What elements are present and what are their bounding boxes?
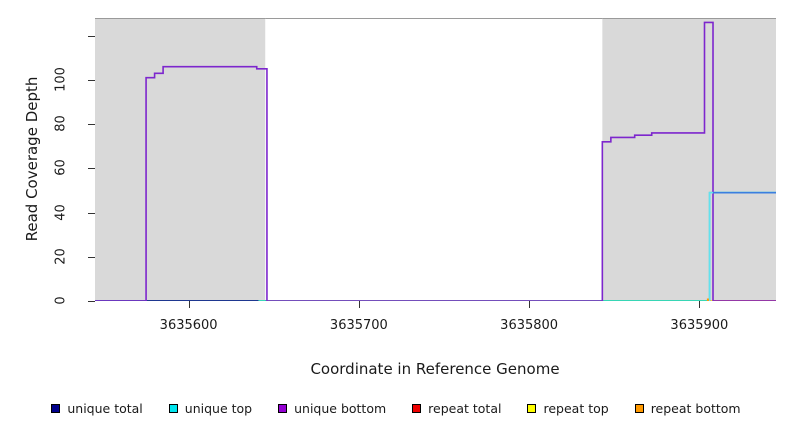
y-tick-label: 60 xyxy=(53,159,69,177)
legend-item-repeat-top[interactable]: repeat top xyxy=(527,400,609,416)
y-tick-mark xyxy=(88,124,95,126)
legend-item-repeat-bottom[interactable]: repeat bottom xyxy=(634,400,741,416)
x-tick-label: 3635600 xyxy=(159,318,218,333)
legend-label: repeat bottom xyxy=(650,400,741,416)
x-tick-mark xyxy=(358,301,360,308)
legend-item-repeat-total[interactable]: repeat total xyxy=(412,401,501,416)
square-swatch xyxy=(634,403,644,413)
y-tick-label: 100 xyxy=(53,67,69,92)
y-axis-title: Read Coverage Depth xyxy=(23,76,41,242)
legend-item-unique-total[interactable]: unique total xyxy=(51,400,143,416)
y-tick-mark xyxy=(88,212,95,214)
plot-svg xyxy=(95,18,776,301)
x-tick-mark xyxy=(188,301,190,308)
legend-label: unique top xyxy=(184,400,253,416)
legend-label: repeat top xyxy=(543,400,609,416)
legend-label: unique total xyxy=(67,400,143,416)
square-swatch xyxy=(527,403,537,413)
series-line-unique-bottom xyxy=(95,21,776,301)
square-swatch xyxy=(278,403,288,413)
y-tick-mark xyxy=(88,168,95,170)
y-tick-mark xyxy=(88,79,95,81)
y-tick-label: 20 xyxy=(53,248,69,265)
y-tick-mark xyxy=(88,35,95,37)
square-swatch xyxy=(51,403,61,413)
square-swatch xyxy=(412,403,422,413)
x-tick-label: 3635800 xyxy=(500,318,559,333)
y-tick-mark xyxy=(88,256,95,258)
x-axis-title: Coordinate in Reference Genome xyxy=(310,360,560,378)
plot-area xyxy=(95,18,776,301)
legend-label: repeat total xyxy=(428,400,502,416)
x-tick-label: 3635700 xyxy=(329,318,388,333)
legend-item-unique-bottom[interactable]: unique bottom xyxy=(278,401,386,416)
y-tick-label: 80 xyxy=(53,115,69,132)
y-tick-mark xyxy=(88,301,95,302)
shaded-region xyxy=(602,18,776,301)
x-tick-mark xyxy=(699,301,701,308)
legend-label: unique bottom xyxy=(294,400,387,416)
y-tick-label: 40 xyxy=(53,203,69,221)
square-swatch xyxy=(168,403,178,413)
x-tick-mark xyxy=(529,301,531,308)
chart-legend: unique total unique top unique bottom repea… xyxy=(0,396,792,420)
y-tick-label: 0 xyxy=(53,296,69,305)
legend-item-unique-top[interactable]: unique top xyxy=(168,400,253,416)
shaded-region xyxy=(95,18,266,301)
x-tick-label: 3635900 xyxy=(670,318,729,333)
